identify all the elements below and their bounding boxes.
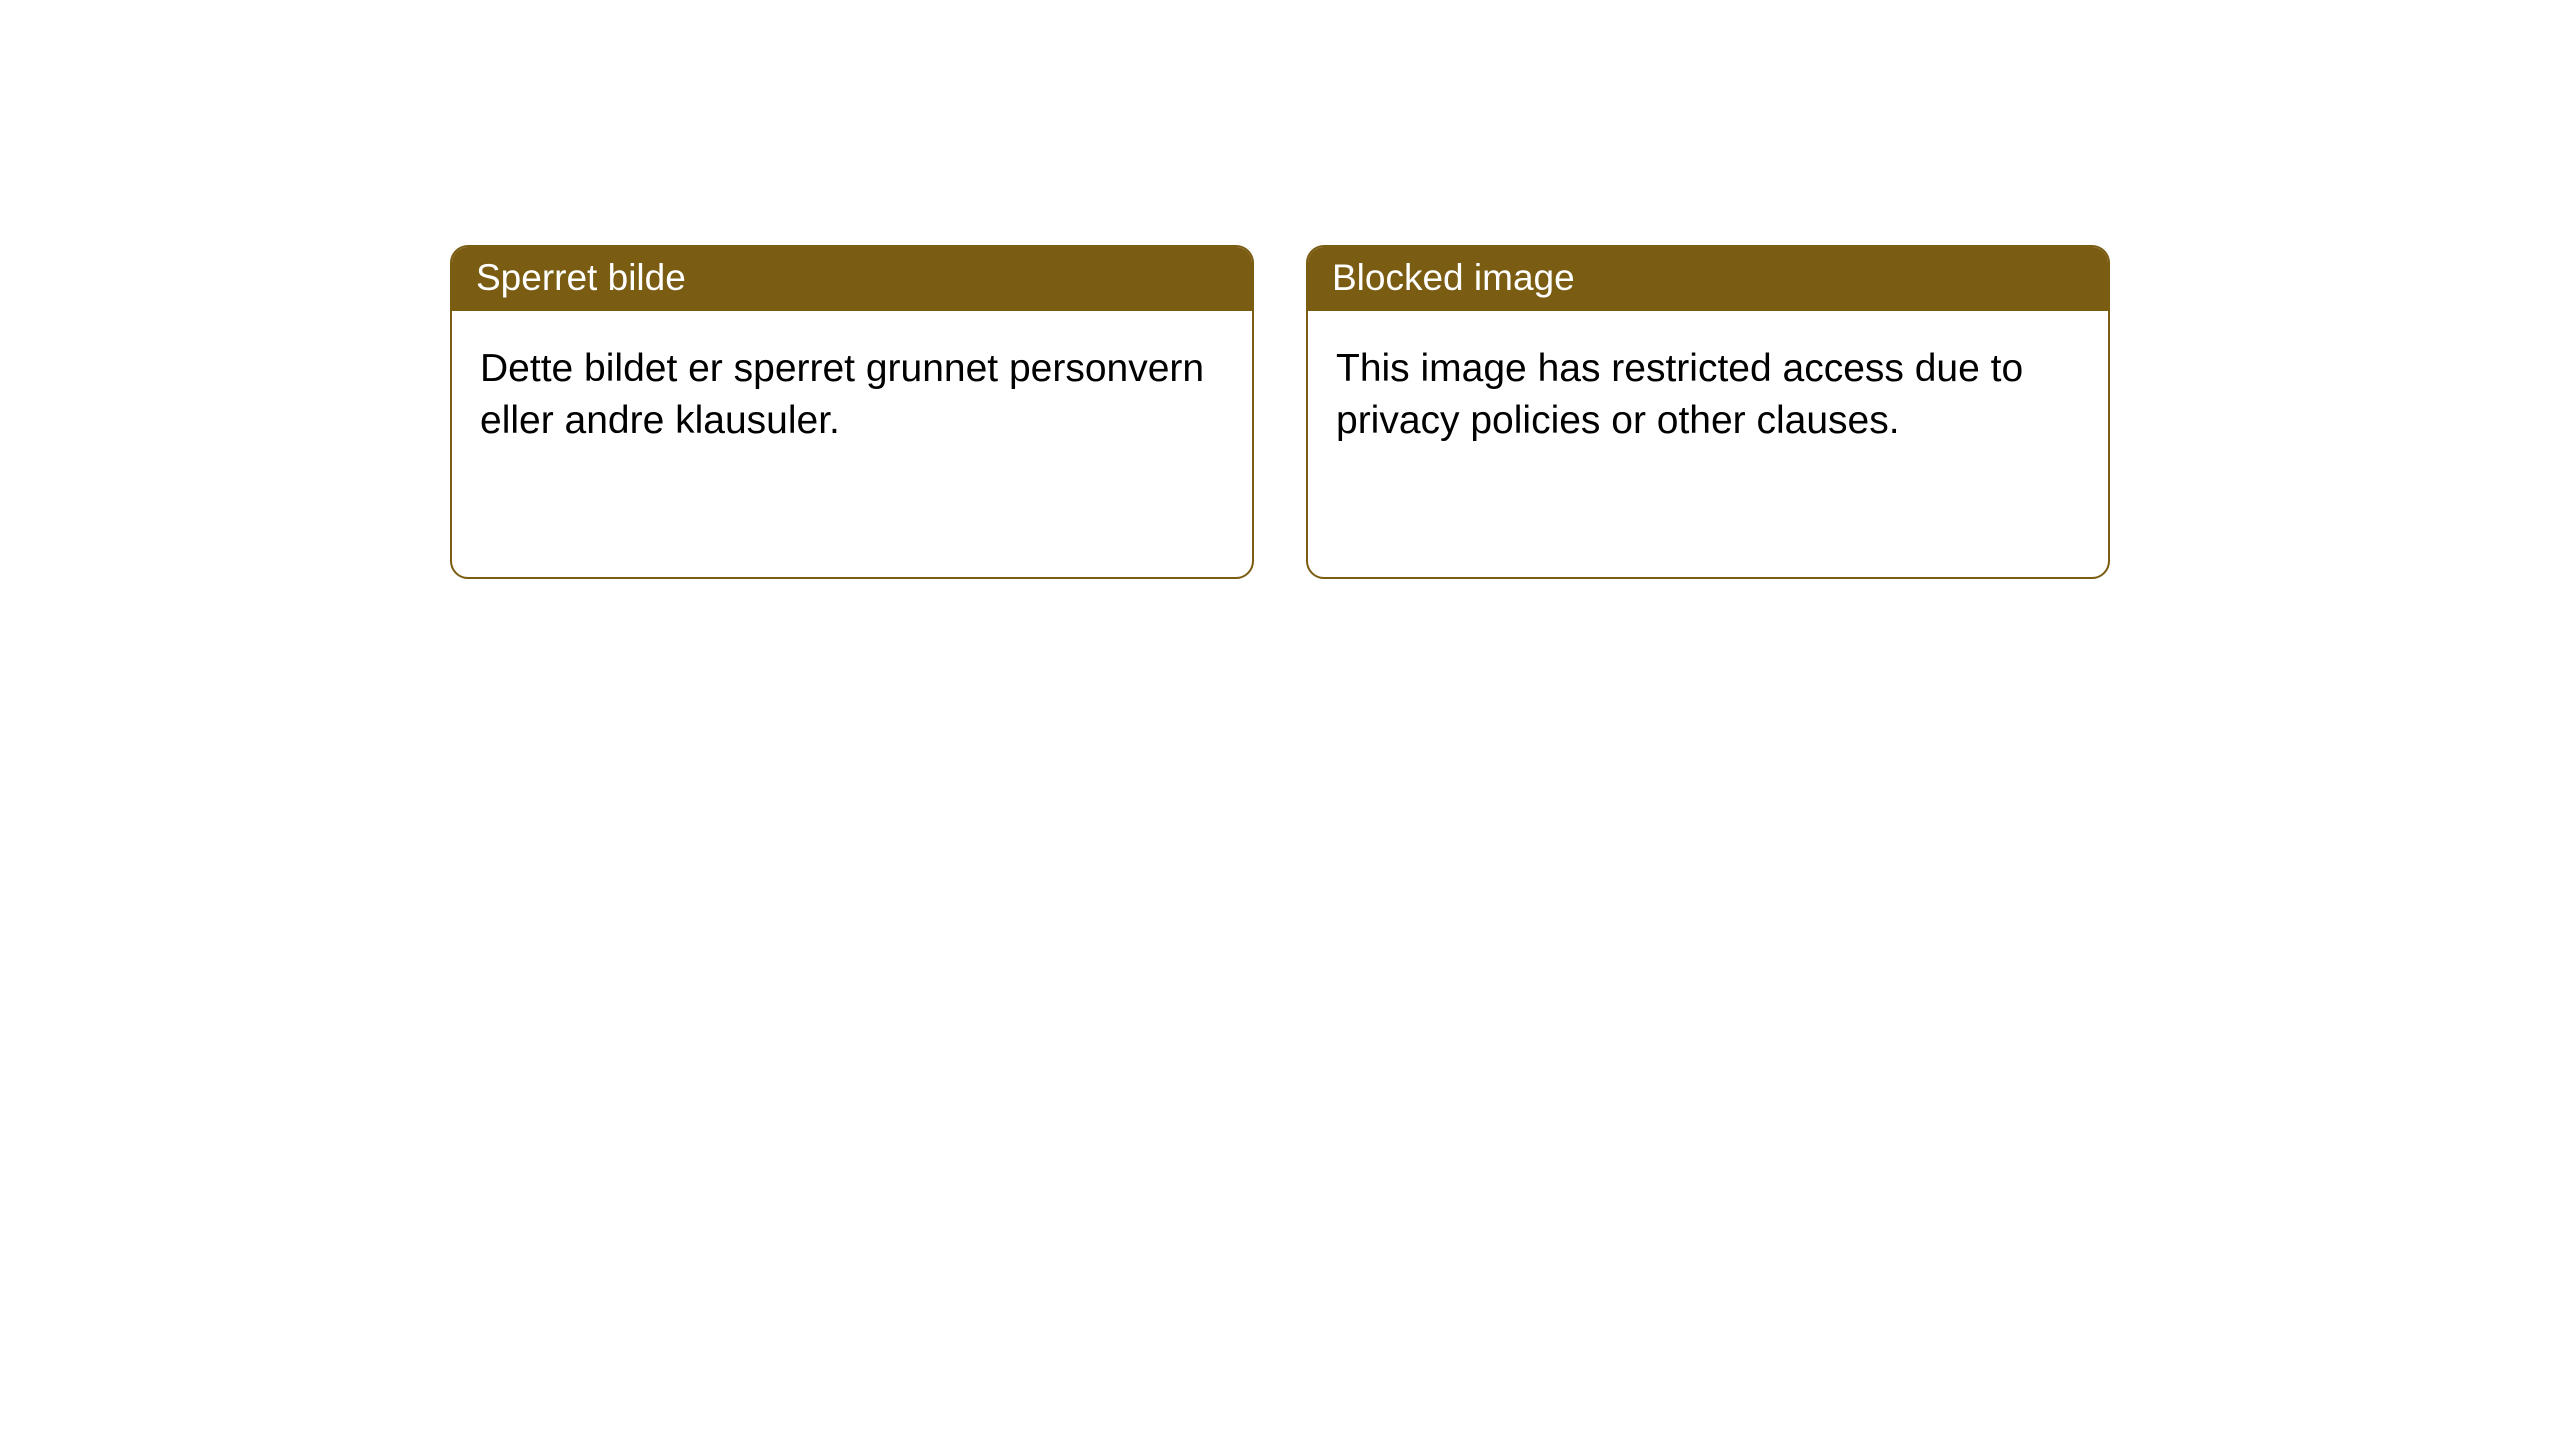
card-body-text: This image has restricted access due to … bbox=[1336, 347, 2023, 442]
card-header: Blocked image bbox=[1308, 247, 2108, 311]
notice-container: Sperret bilde Dette bildet er sperret gr… bbox=[0, 0, 2560, 579]
card-body: Dette bildet er sperret grunnet personve… bbox=[452, 311, 1252, 480]
notice-card-norwegian: Sperret bilde Dette bildet er sperret gr… bbox=[450, 245, 1254, 579]
card-title: Sperret bilde bbox=[476, 257, 686, 298]
card-header: Sperret bilde bbox=[452, 247, 1252, 311]
notice-card-english: Blocked image This image has restricted … bbox=[1306, 245, 2110, 579]
card-title: Blocked image bbox=[1332, 257, 1575, 298]
card-body: This image has restricted access due to … bbox=[1308, 311, 2108, 480]
card-body-text: Dette bildet er sperret grunnet personve… bbox=[480, 347, 1204, 442]
